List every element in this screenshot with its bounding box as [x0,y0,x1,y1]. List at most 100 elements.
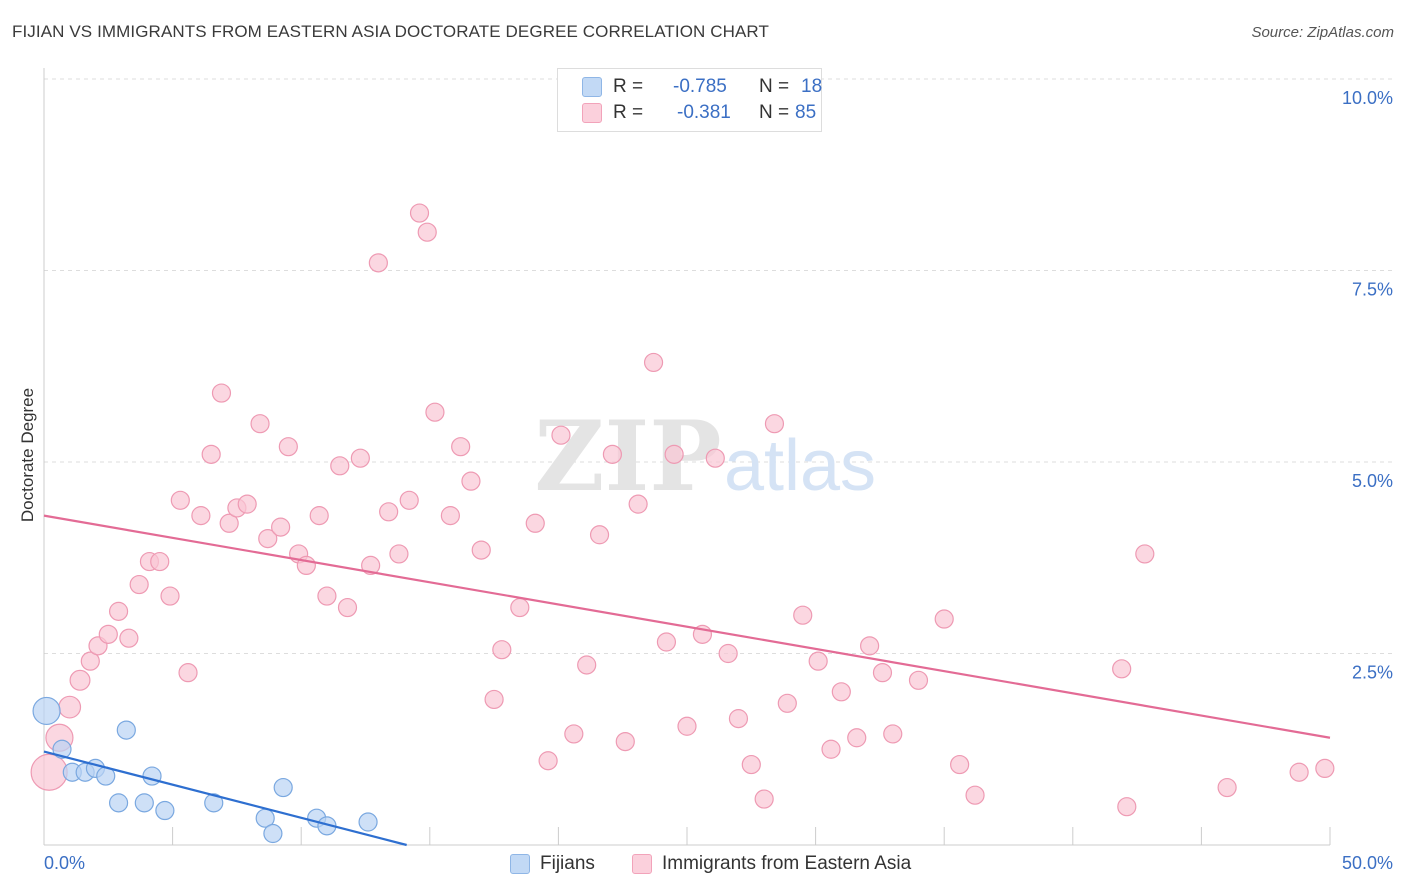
immigrant-point [643,352,664,373]
immigrant-point [831,682,851,702]
immigrant-point [309,506,329,526]
immigrant-point [409,203,430,223]
fijian-point [204,793,224,813]
immigrant-point [741,754,761,775]
immigrant-point [728,709,749,729]
legend-swatch-immigrants [632,854,652,874]
immigrant-point [368,253,388,273]
fijian-point [273,777,293,798]
chart-title: FIJIAN VS IMMIGRANTS FROM EASTERN ASIA D… [12,22,769,41]
fijian-point [263,823,283,844]
x-tick-label: 0.0% [44,853,85,873]
fijian-trend-line [43,750,407,847]
immigrant-point [589,525,610,545]
immigrant-point [58,695,82,719]
immigrant-point [847,728,867,748]
y-tick-label: 10.0% [1342,88,1393,108]
fijian-point [108,793,129,813]
immigrant-point [656,632,677,652]
immigrant-point [908,670,929,690]
immigrant-point [883,724,903,744]
fijian-point [155,800,175,821]
immigrant-point [1217,777,1237,798]
immigrant-point [1315,758,1335,779]
immigrant-point [219,513,239,533]
y-tick-label: 5.0% [1352,471,1393,491]
r-value: -0.785 [673,76,727,97]
immigrant-point [451,437,471,457]
immigrant-point [191,506,211,526]
immigrant-point [69,669,91,691]
immigrant-point [1289,762,1309,782]
immigrant-point [950,754,970,775]
immigrant-point [705,448,725,468]
n-value: 85 [795,102,817,123]
immigrant-trend-line [43,514,1331,739]
immigrant-point [525,513,545,533]
immigrant-point [389,544,409,564]
watermark-atlas: atlas [724,426,876,506]
immigrant-point [577,655,597,675]
fijian-point [134,793,154,813]
n-label: N = [759,76,795,97]
legend-item-fijians: Fijians [510,852,595,876]
immigrant-point [564,724,584,744]
immigrant-point [80,651,100,671]
immigrant-point [777,693,797,713]
immigrant-point [317,586,337,606]
legend-label-immigrants: Immigrants from Eastern Asia [662,853,912,874]
immigrant-point [664,444,684,464]
stats-swatch-immigrants [582,103,602,123]
immigrant-point [440,506,460,526]
fijian-point [32,696,61,726]
fijian-point [358,812,378,832]
immigrant-point [237,494,257,514]
immigrant-point [934,609,954,629]
immigrant-point [821,739,841,759]
n-value: 18 [801,76,823,97]
immigrant-point [1135,544,1155,564]
immigrant-point [860,636,880,656]
immigrant-point [484,689,504,710]
data-points [30,203,1335,844]
immigrant-point [337,597,358,618]
immigrant-point [471,540,491,560]
r-value: -0.381 [677,102,731,123]
immigrant-point [119,628,139,648]
y-axis-label: Doctorate Degree [18,388,37,522]
immigrant-point [1112,659,1132,679]
y-tick-label: 2.5% [1352,663,1393,683]
immigrant-point [602,444,623,464]
fijian-point [52,739,72,759]
immigrant-point [965,785,985,805]
fijian-point [142,766,162,786]
immigrant-point [129,574,149,595]
immigrant-point [330,456,350,476]
immigrant-point [258,528,278,549]
grid-lines [44,78,1392,654]
x-tick-label: 50.0% [1342,853,1393,873]
n-label: N = [759,102,795,123]
immigrant-point [160,586,180,606]
fijian-point [116,720,136,740]
immigrant-point [178,663,198,683]
immigrant-point [754,789,774,809]
immigrant-point [510,597,530,618]
immigrant-point [30,753,68,791]
r-label: R = [613,102,649,123]
immigrant-point [872,663,893,683]
legend-label-fijians: Fijians [540,853,595,874]
immigrant-point [425,402,445,422]
immigrant-point [361,555,381,576]
immigrant-point [551,425,571,445]
immigrant-point [201,444,221,464]
immigrant-point [170,490,190,510]
immigrant-point [250,414,270,434]
immigrant-point [108,601,129,621]
immigrant-point [808,651,828,671]
watermark: ZIP atlas [534,400,876,513]
y-tick-label: 7.5% [1352,280,1393,300]
immigrant-point [417,222,437,242]
immigrant-point [399,490,419,510]
